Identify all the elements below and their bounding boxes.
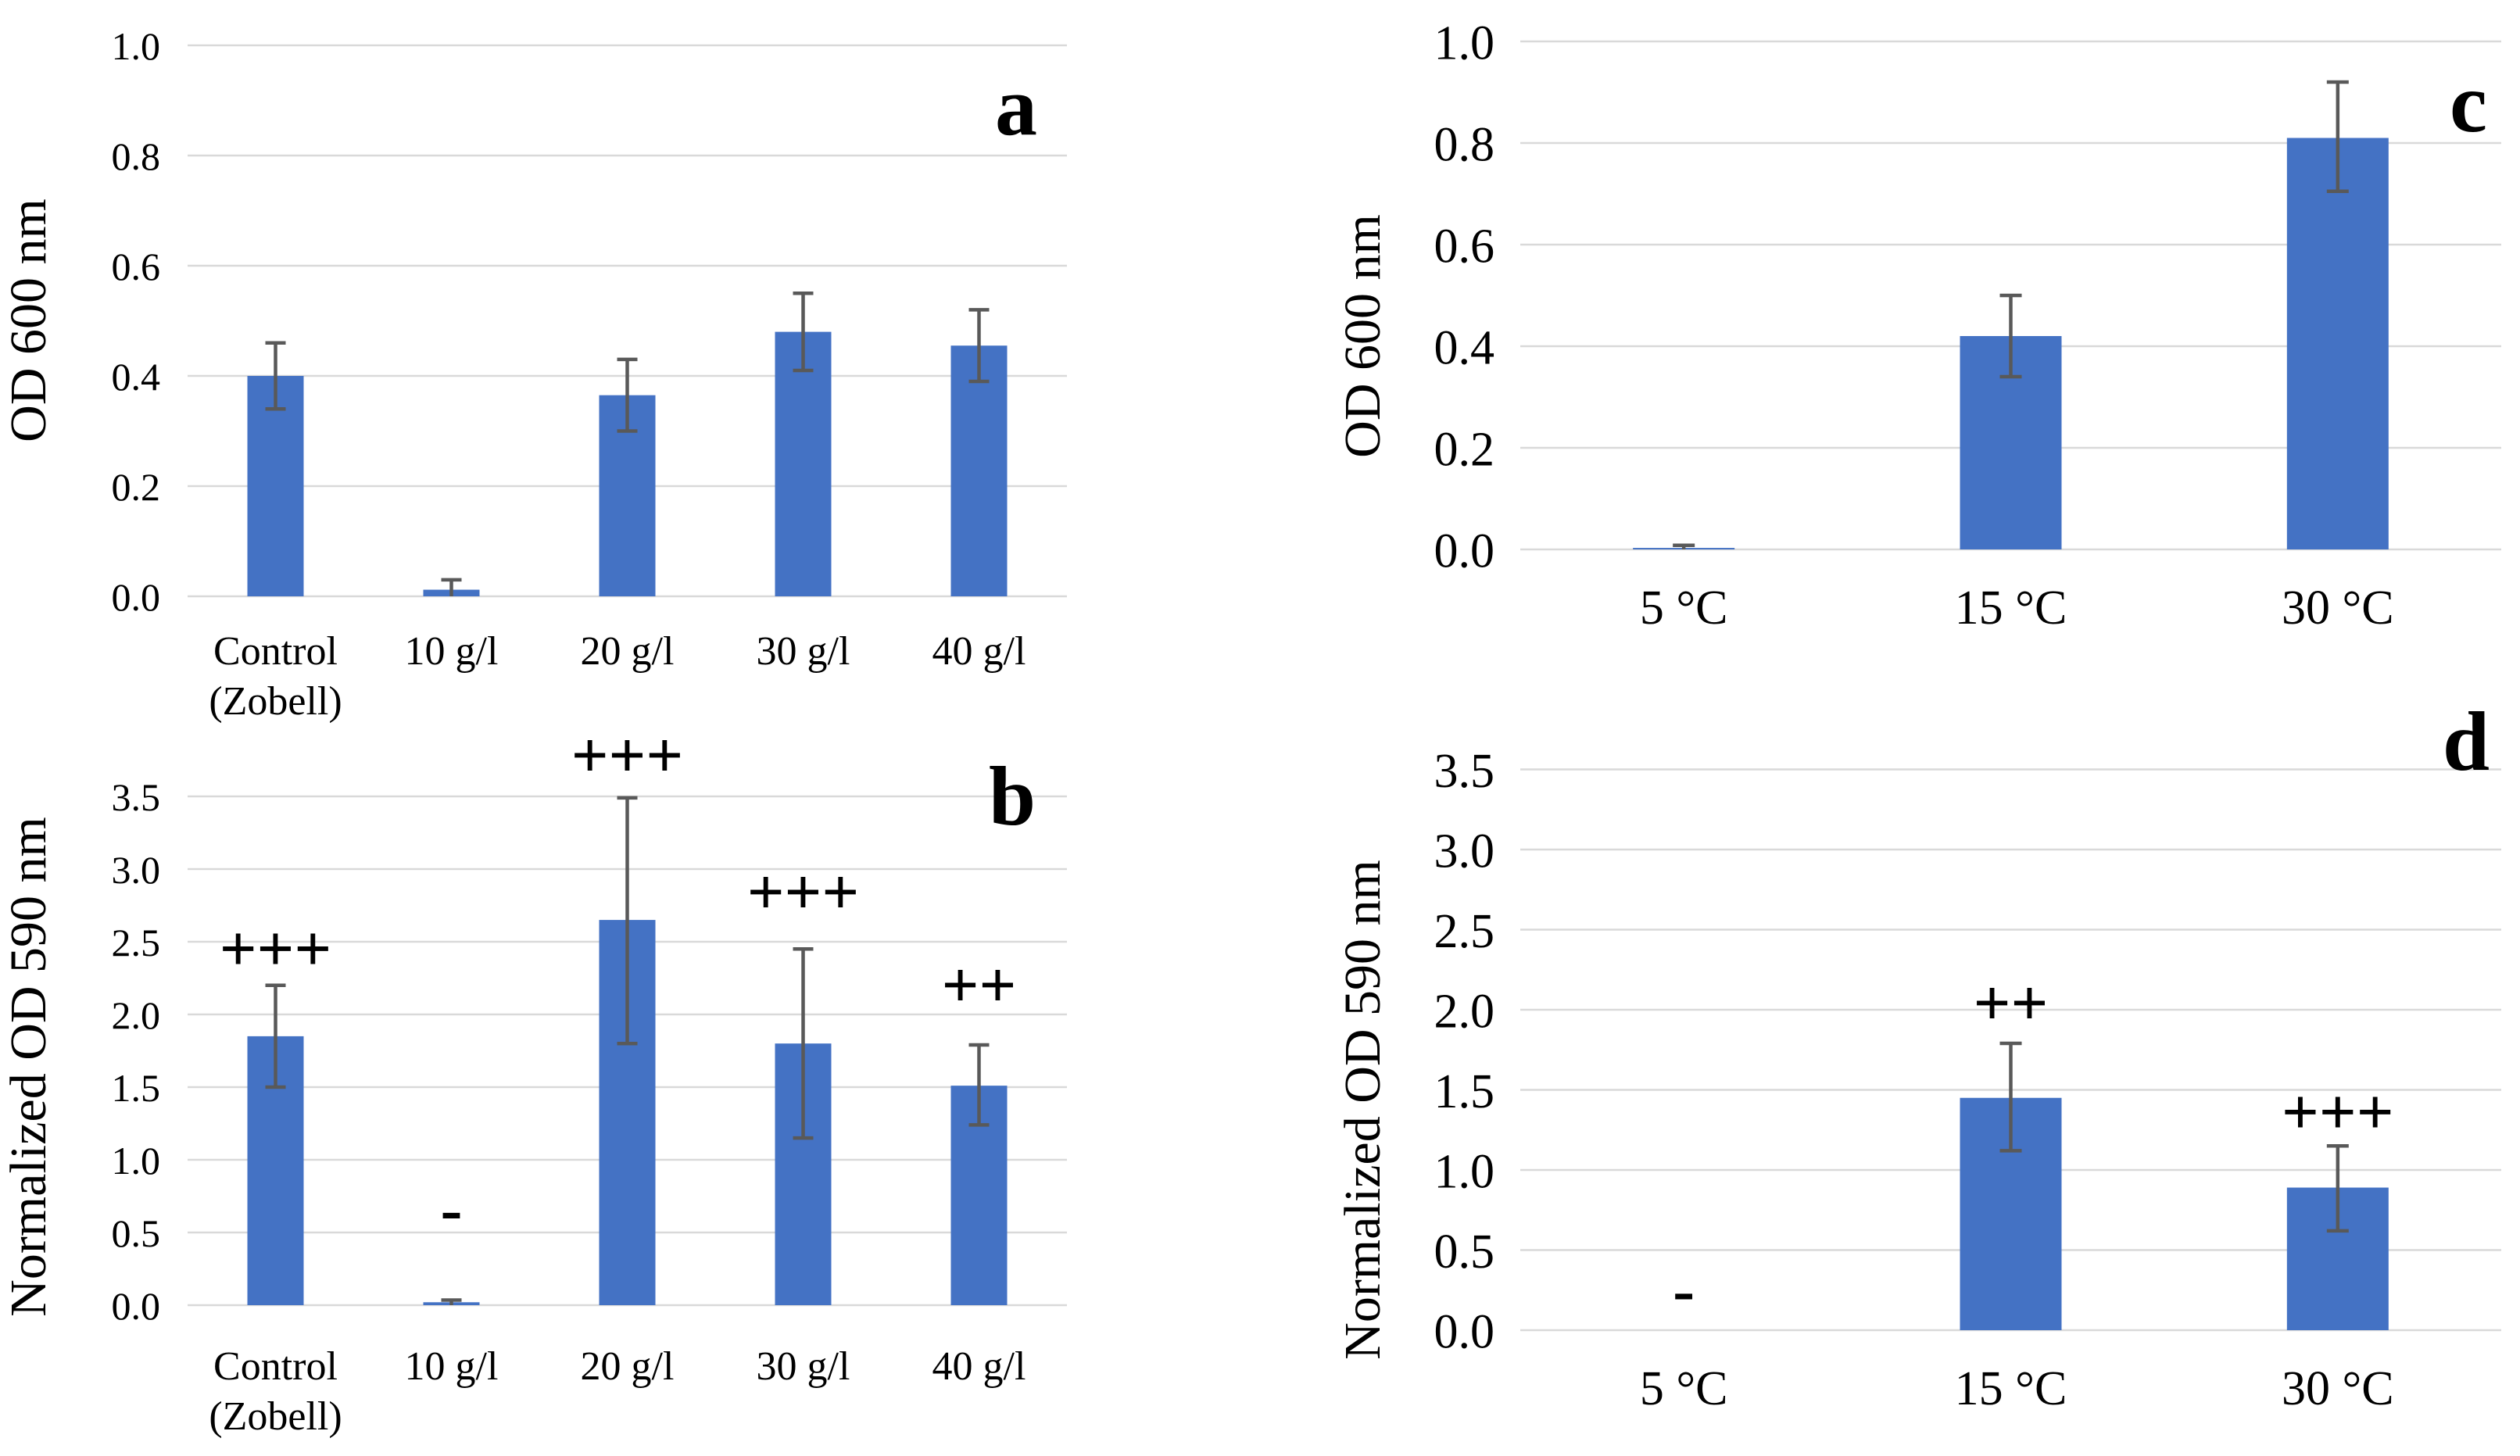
y-axis-title: Normalized OD 590 nm bbox=[0, 817, 57, 1317]
y-axis-tick-label: 1.5 bbox=[112, 1066, 161, 1110]
category-label-line: (Zobell) bbox=[209, 1394, 342, 1439]
category-label-line: 15 °C bbox=[1955, 581, 2067, 635]
bar bbox=[775, 331, 832, 596]
y-axis-tick-label: 0.2 bbox=[1434, 423, 1495, 476]
category-label-line: 40 g/l bbox=[932, 629, 1026, 674]
bar bbox=[2286, 138, 2389, 549]
y-axis-tick-label: 3.5 bbox=[112, 775, 161, 819]
y-axis-tick-label: 1.0 bbox=[112, 1139, 161, 1182]
category-label-line: 5 °C bbox=[1640, 1362, 1728, 1415]
y-axis-tick-label: 1.0 bbox=[1434, 1145, 1495, 1198]
bar bbox=[950, 345, 1008, 596]
category-label-line: 20 g/l bbox=[581, 629, 675, 674]
y-axis-tick-label: 0.4 bbox=[112, 355, 161, 399]
category-label-line: (Zobell) bbox=[209, 679, 342, 724]
y-axis-tick-label: 0.5 bbox=[112, 1211, 161, 1255]
panel-d: 0.0 0.5 1.0 1.5 2.0 2.5 3.0 3.5- ++ +++ 5 °C 15 °C 3… bbox=[1260, 696, 2520, 1456]
bar-chart-svg: 0.00.51.01.52.02.53.03.5-+++++5 °C 15 °C 3… bbox=[1334, 696, 2501, 1415]
y-axis-tick-label: 0.8 bbox=[1434, 118, 1495, 171]
panel-c: 0.0 0.2 0.4 0.6 0.8 1.0 5 °C 15 °C 30 °C OD 600 n… bbox=[1260, 0, 2520, 723]
panel-a: 0.0 0.2 0.4 0.6 0.8 1.0 Control (Zobell) 10 g/l 2… bbox=[0, 0, 1260, 724]
y-axis-tick-label: 0.8 bbox=[112, 134, 161, 178]
significance-annotation: ++ bbox=[942, 950, 1017, 1022]
y-axis-title: Normalized OD 590 nm bbox=[1334, 860, 1391, 1360]
y-axis-tick-label: 3.0 bbox=[112, 848, 161, 892]
category-label-line: 30 g/l bbox=[757, 1344, 850, 1389]
significance-annotation: +++ bbox=[2282, 1076, 2394, 1149]
significance-annotation: ++ bbox=[1974, 968, 2049, 1040]
significance-annotation: - bbox=[1673, 1254, 1695, 1326]
category-label-line: 15 °C bbox=[1955, 1362, 2067, 1415]
category-label-line: 10 g/l bbox=[405, 629, 499, 674]
y-axis-tick-label: 0.2 bbox=[112, 465, 161, 509]
y-axis-tick-label: 2.5 bbox=[1434, 905, 1495, 958]
panel-b: 0.0 0.5 1.0 1.5 2.0 2.5 3.0 3.5 +++ - +++ +++ ++ Cont… bbox=[0, 720, 1260, 1456]
category-label-line: Control bbox=[213, 629, 338, 674]
significance-annotation: +++ bbox=[571, 720, 684, 792]
category-label-line: Control bbox=[213, 1344, 338, 1389]
y-axis-tick-label: 3.5 bbox=[1434, 745, 1495, 798]
bar-chart-svg: 0.0 0.2 0.4 0.6 0.8 1.0 5 °C 15 °C 30 °C OD 600 n… bbox=[1334, 16, 2501, 635]
category-label-line: 30 g/l bbox=[757, 629, 850, 674]
panel-letter: c bbox=[2450, 57, 2487, 150]
category-label-line: 20 g/l bbox=[581, 1344, 675, 1389]
y-axis-tick-label: 0.0 bbox=[1434, 1305, 1495, 1358]
category-label-line: 30 °C bbox=[2282, 1362, 2394, 1415]
y-axis-title: OD 600 nm bbox=[1334, 214, 1391, 458]
category-label-line: 5 °C bbox=[1640, 581, 1728, 635]
significance-annotation: +++ bbox=[220, 913, 332, 986]
bar bbox=[247, 376, 304, 596]
category-label-line: 10 g/l bbox=[405, 1344, 499, 1389]
y-axis-tick-label: 0.0 bbox=[1434, 524, 1495, 578]
category-label-line: 30 °C bbox=[2282, 581, 2394, 635]
category-label-line: 40 g/l bbox=[932, 1344, 1026, 1389]
bar-chart-svg: 0.00.51.01.52.02.53.03.5+++-++++++++Cont… bbox=[0, 720, 1067, 1439]
y-axis-tick-label: 2.5 bbox=[112, 921, 161, 964]
y-axis-tick-label: 0.0 bbox=[112, 575, 161, 619]
y-axis-tick-label: 0.6 bbox=[112, 245, 161, 288]
significance-annotation: - bbox=[441, 1173, 463, 1246]
y-axis-tick-label: 0.6 bbox=[1434, 220, 1495, 273]
y-axis-tick-label: 2.0 bbox=[112, 993, 161, 1037]
panel-letter: a bbox=[995, 60, 1037, 153]
panel-letter: b bbox=[989, 750, 1036, 843]
y-axis-tick-label: 0.4 bbox=[1434, 321, 1495, 374]
y-axis-tick-label: 2.0 bbox=[1434, 985, 1495, 1038]
significance-annotation: +++ bbox=[747, 856, 860, 928]
y-axis-tick-label: 3.0 bbox=[1434, 825, 1495, 878]
panel-letter: d bbox=[2443, 696, 2490, 789]
y-axis-tick-label: 1.0 bbox=[112, 24, 161, 68]
bar-chart-svg: 0.0 0.2 0.4 0.6 0.8 1.0 Control (Zobell) 10 g/l 2… bbox=[0, 24, 1067, 724]
y-axis-title: OD 600 nm bbox=[0, 199, 57, 442]
y-axis-tick-label: 1.0 bbox=[1434, 16, 1495, 70]
y-axis-tick-label: 0.0 bbox=[112, 1284, 161, 1328]
y-axis-tick-label: 1.5 bbox=[1434, 1065, 1495, 1118]
y-axis-tick-label: 0.5 bbox=[1434, 1225, 1495, 1279]
